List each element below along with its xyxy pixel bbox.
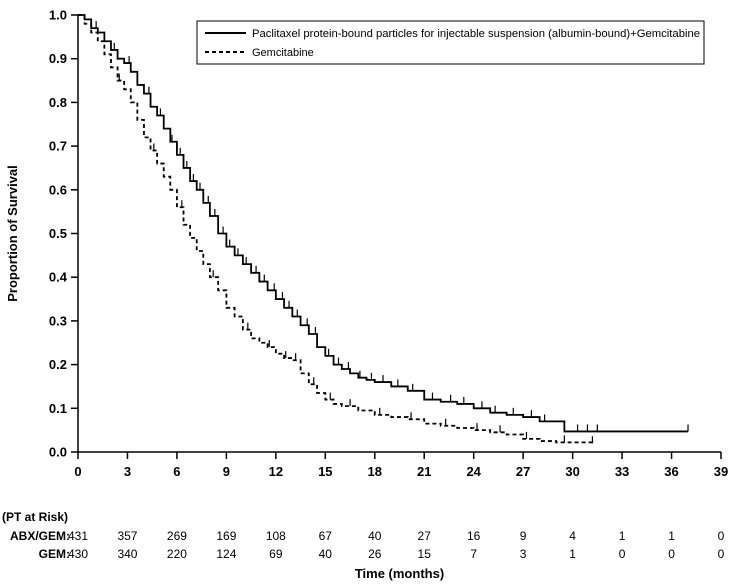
risk-value: 1 (569, 547, 576, 561)
x-tick-label: 18 (368, 464, 382, 479)
risk-value: 1 (619, 529, 626, 543)
x-tick-label: 39 (714, 464, 728, 479)
risk-value: 0 (718, 547, 725, 561)
risk-table-title: (PT at Risk) (2, 510, 68, 524)
x-tick-label: 36 (664, 464, 678, 479)
y-tick-label: 0.7 (49, 139, 67, 154)
x-tick-label: 6 (173, 464, 180, 479)
risk-value: 269 (167, 529, 187, 543)
x-tick-label: 33 (615, 464, 629, 479)
risk-value: 430 (68, 547, 88, 561)
y-axis-title: Proportion of Survival (5, 165, 20, 302)
x-tick-label: 15 (318, 464, 332, 479)
x-tick-label: 12 (269, 464, 283, 479)
risk-value: 67 (319, 529, 333, 543)
risk-value: 0 (718, 529, 725, 543)
y-tick-label: 0.2 (49, 357, 67, 372)
risk-row-label-abxgem: ABX/GEM: (10, 529, 70, 543)
x-tick-label: 30 (565, 464, 579, 479)
x-tick-label: 24 (466, 464, 481, 479)
risk-value: 69 (269, 547, 283, 561)
y-tick-label: 0.1 (49, 401, 67, 416)
risk-row-label-gem: GEM: (39, 547, 70, 561)
y-tick-label: 0.5 (49, 226, 67, 241)
risk-value: 0 (619, 547, 626, 561)
x-tick-label: 27 (516, 464, 530, 479)
km-curve-gem (78, 14, 594, 444)
x-tick-label: 9 (223, 464, 230, 479)
risk-value: 124 (216, 547, 236, 561)
x-tick-label: 21 (417, 464, 431, 479)
y-tick-label: 0.0 (49, 445, 67, 460)
risk-value: 0 (668, 547, 675, 561)
y-tick-label: 0.9 (49, 51, 67, 66)
risk-value: 7 (470, 547, 477, 561)
risk-value: 16 (467, 529, 481, 543)
y-tick-label: 0.4 (49, 270, 68, 285)
risk-value: 40 (319, 547, 333, 561)
y-tick-label: 0.3 (49, 313, 67, 328)
risk-value: 40 (368, 529, 382, 543)
risk-value: 15 (418, 547, 432, 561)
legend-box (196, 20, 705, 65)
risk-value: 431 (68, 529, 88, 543)
x-axis-title: Time (months) (355, 566, 444, 581)
risk-value: 340 (117, 547, 137, 561)
y-tick-label: 0.6 (49, 182, 67, 197)
risk-value: 357 (117, 529, 137, 543)
y-tick-label: 0.8 (49, 95, 67, 110)
x-tick-label: 0 (74, 464, 81, 479)
risk-value: 220 (167, 547, 187, 561)
risk-value: 1 (668, 529, 675, 543)
x-tick-label: 3 (124, 464, 131, 479)
legend-label-gem: Gemcitabine (252, 47, 314, 59)
risk-value: 108 (266, 529, 286, 543)
km-curve-abxgem (78, 14, 689, 433)
risk-value: 26 (368, 547, 382, 561)
risk-value: 3 (520, 547, 527, 561)
legend-label-abxgem: Paclitaxel protein-bound particles for i… (252, 28, 700, 40)
risk-value: 4 (569, 529, 576, 543)
risk-value: 27 (418, 529, 432, 543)
y-tick-label: 1.0 (49, 8, 67, 23)
risk-value: 9 (520, 529, 527, 543)
risk-value: 169 (216, 529, 236, 543)
